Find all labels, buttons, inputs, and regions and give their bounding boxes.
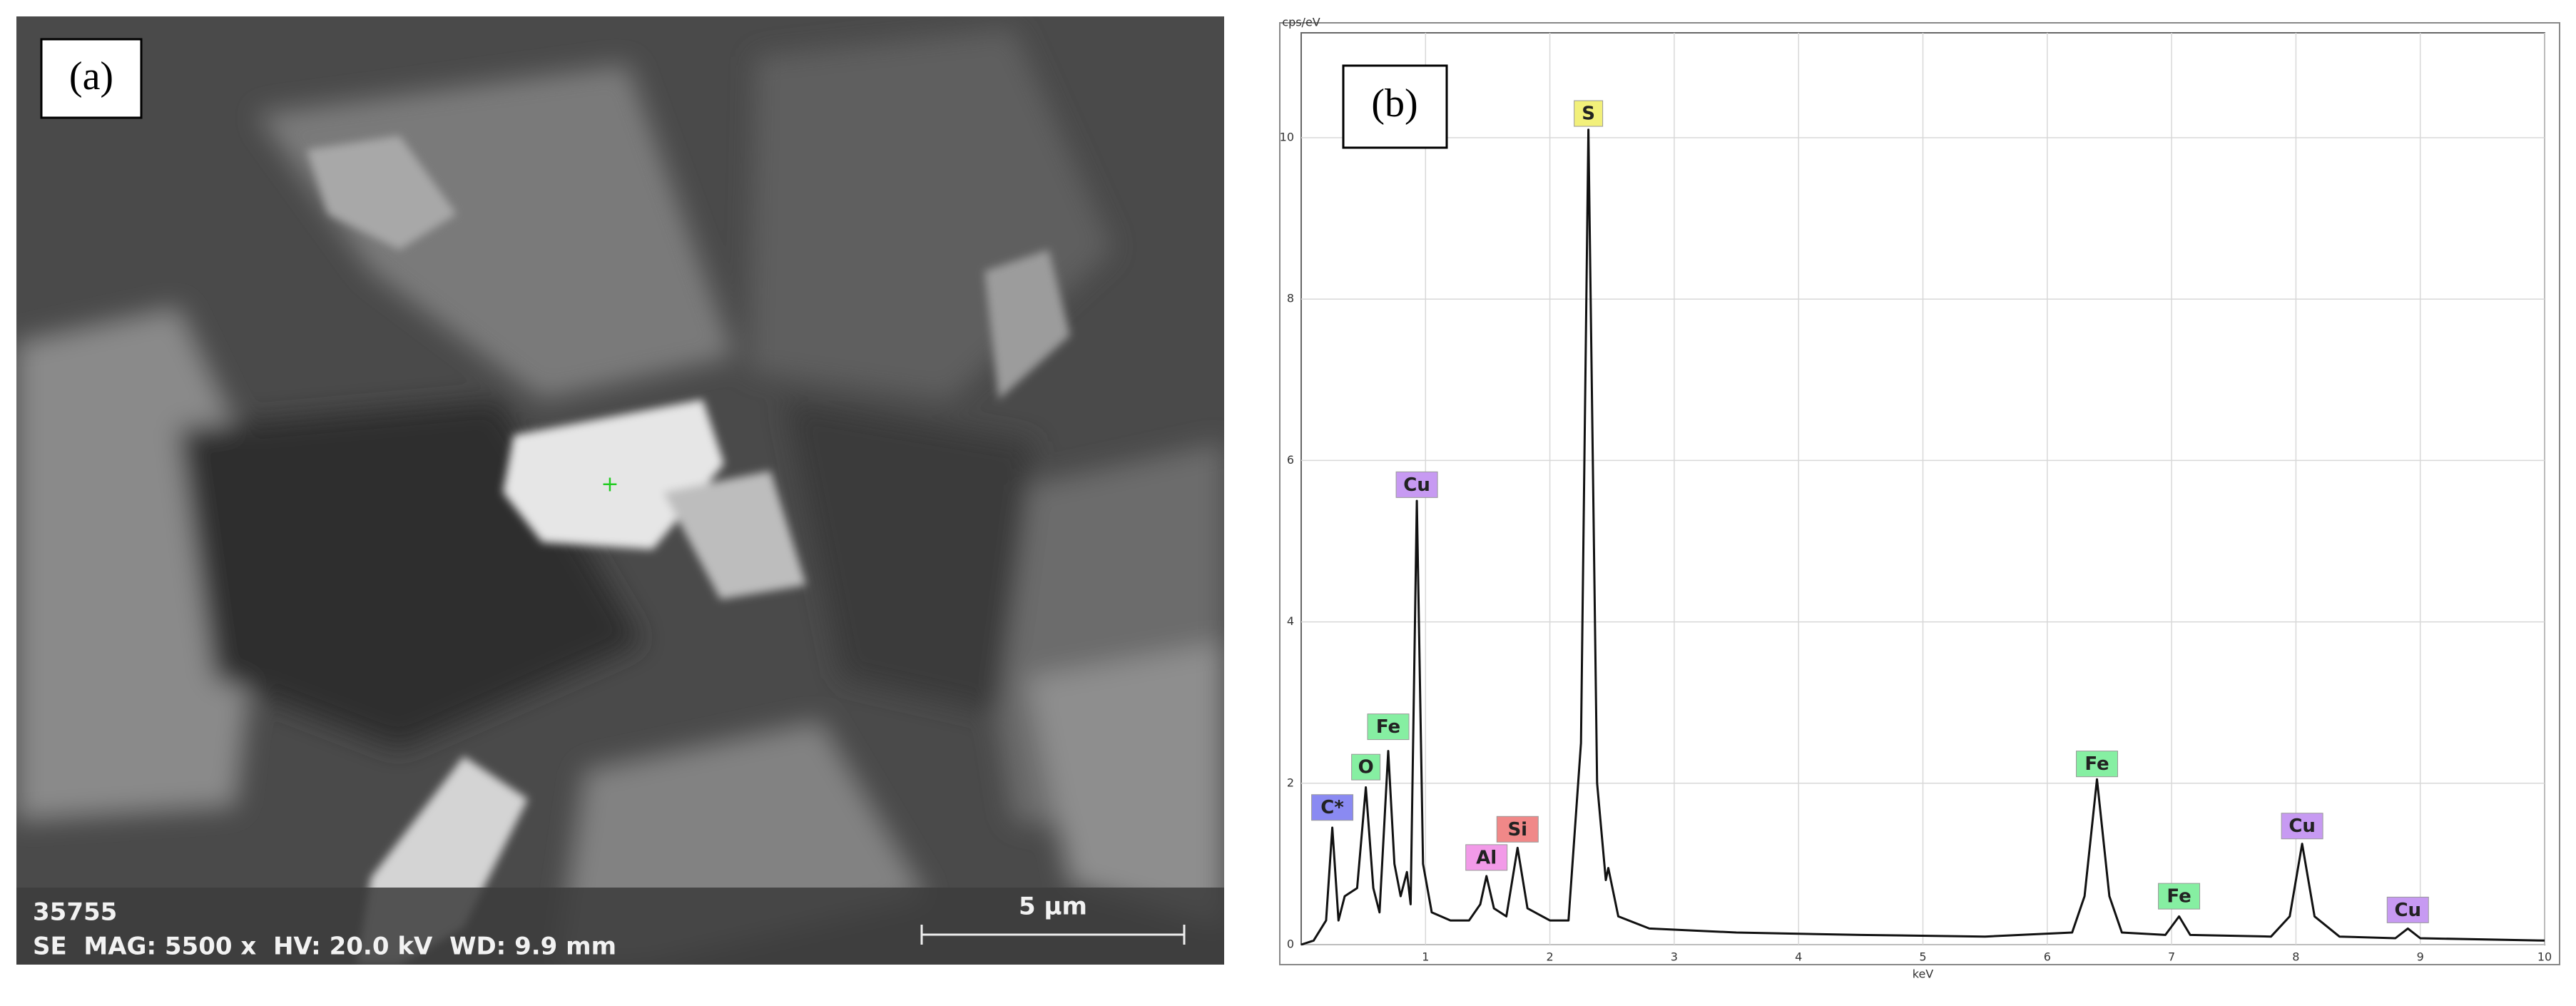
- peak-label: Al: [1476, 847, 1497, 868]
- peak-label-box: [1367, 713, 1410, 741]
- y-tick-label: 4: [1287, 614, 1294, 628]
- panel-label: (a): [69, 54, 113, 98]
- peak-label-box: [1351, 753, 1381, 781]
- peak-label: Fe: [1376, 716, 1400, 738]
- peak-label: Fe: [2167, 886, 2191, 908]
- y-tick-label: 8: [1287, 292, 1294, 305]
- sem-image: +: [16, 16, 1224, 965]
- panel-label: (b): [1371, 81, 1417, 126]
- x-tick-label: 3: [1671, 950, 1678, 964]
- peak-label-box: [2158, 883, 2201, 910]
- peak-label-box: [1465, 844, 1508, 871]
- panel-label-box: [40, 38, 143, 119]
- x-tick-label: 5: [1919, 950, 1926, 964]
- cross-marker: +: [601, 472, 618, 497]
- x-tick-label: 7: [2168, 950, 2175, 964]
- peak-label-box: [2281, 813, 2323, 840]
- peak-label: Cu: [2289, 816, 2316, 837]
- y-tick-label: 0: [1287, 938, 1294, 951]
- y-tick-label: 6: [1287, 453, 1294, 467]
- sem-info: SE MAG: 5500 x HV: 20.0 kV WD: 9.9 mm: [33, 933, 616, 961]
- x-tick-label: 6: [2044, 950, 2051, 964]
- peak-label: S: [1582, 103, 1595, 125]
- y-axis-label: cps/eV: [1282, 16, 1320, 29]
- x-axis-label: keV: [1913, 967, 1934, 981]
- peak-label: C*: [1320, 797, 1344, 818]
- peak-label: O: [1358, 757, 1374, 778]
- x-tick-label: 9: [2417, 950, 2424, 964]
- x-tick-label: 1: [1422, 950, 1429, 964]
- peak-label-box: [1574, 100, 1604, 127]
- peak-label-box: [1395, 471, 1438, 498]
- peak-label: Cu: [2394, 900, 2421, 921]
- sample-id: 35755: [33, 898, 117, 927]
- scale-bar-label: 5 µm: [1019, 893, 1087, 921]
- y-tick-label: 10: [1280, 131, 1294, 144]
- peak-label: Si: [1507, 819, 1527, 840]
- peak-label: Fe: [2084, 753, 2109, 775]
- panel-label-box: [1342, 64, 1448, 149]
- y-tick-label: 2: [1287, 776, 1294, 789]
- peak-label-box: [1311, 794, 1354, 821]
- peak-label-box: [2386, 896, 2429, 923]
- x-tick-label: 8: [2292, 950, 2299, 964]
- peak-label-box: [2076, 751, 2119, 778]
- info-bar: [16, 888, 1224, 965]
- peak-label-box: [1496, 816, 1539, 843]
- spectrum-line: [1300, 128, 2545, 946]
- x-tick-label: 4: [1795, 950, 1802, 964]
- x-tick-label: 2: [1547, 950, 1554, 964]
- x-tick-label: 10: [2537, 950, 2552, 964]
- peak-label: Cu: [1403, 474, 1430, 496]
